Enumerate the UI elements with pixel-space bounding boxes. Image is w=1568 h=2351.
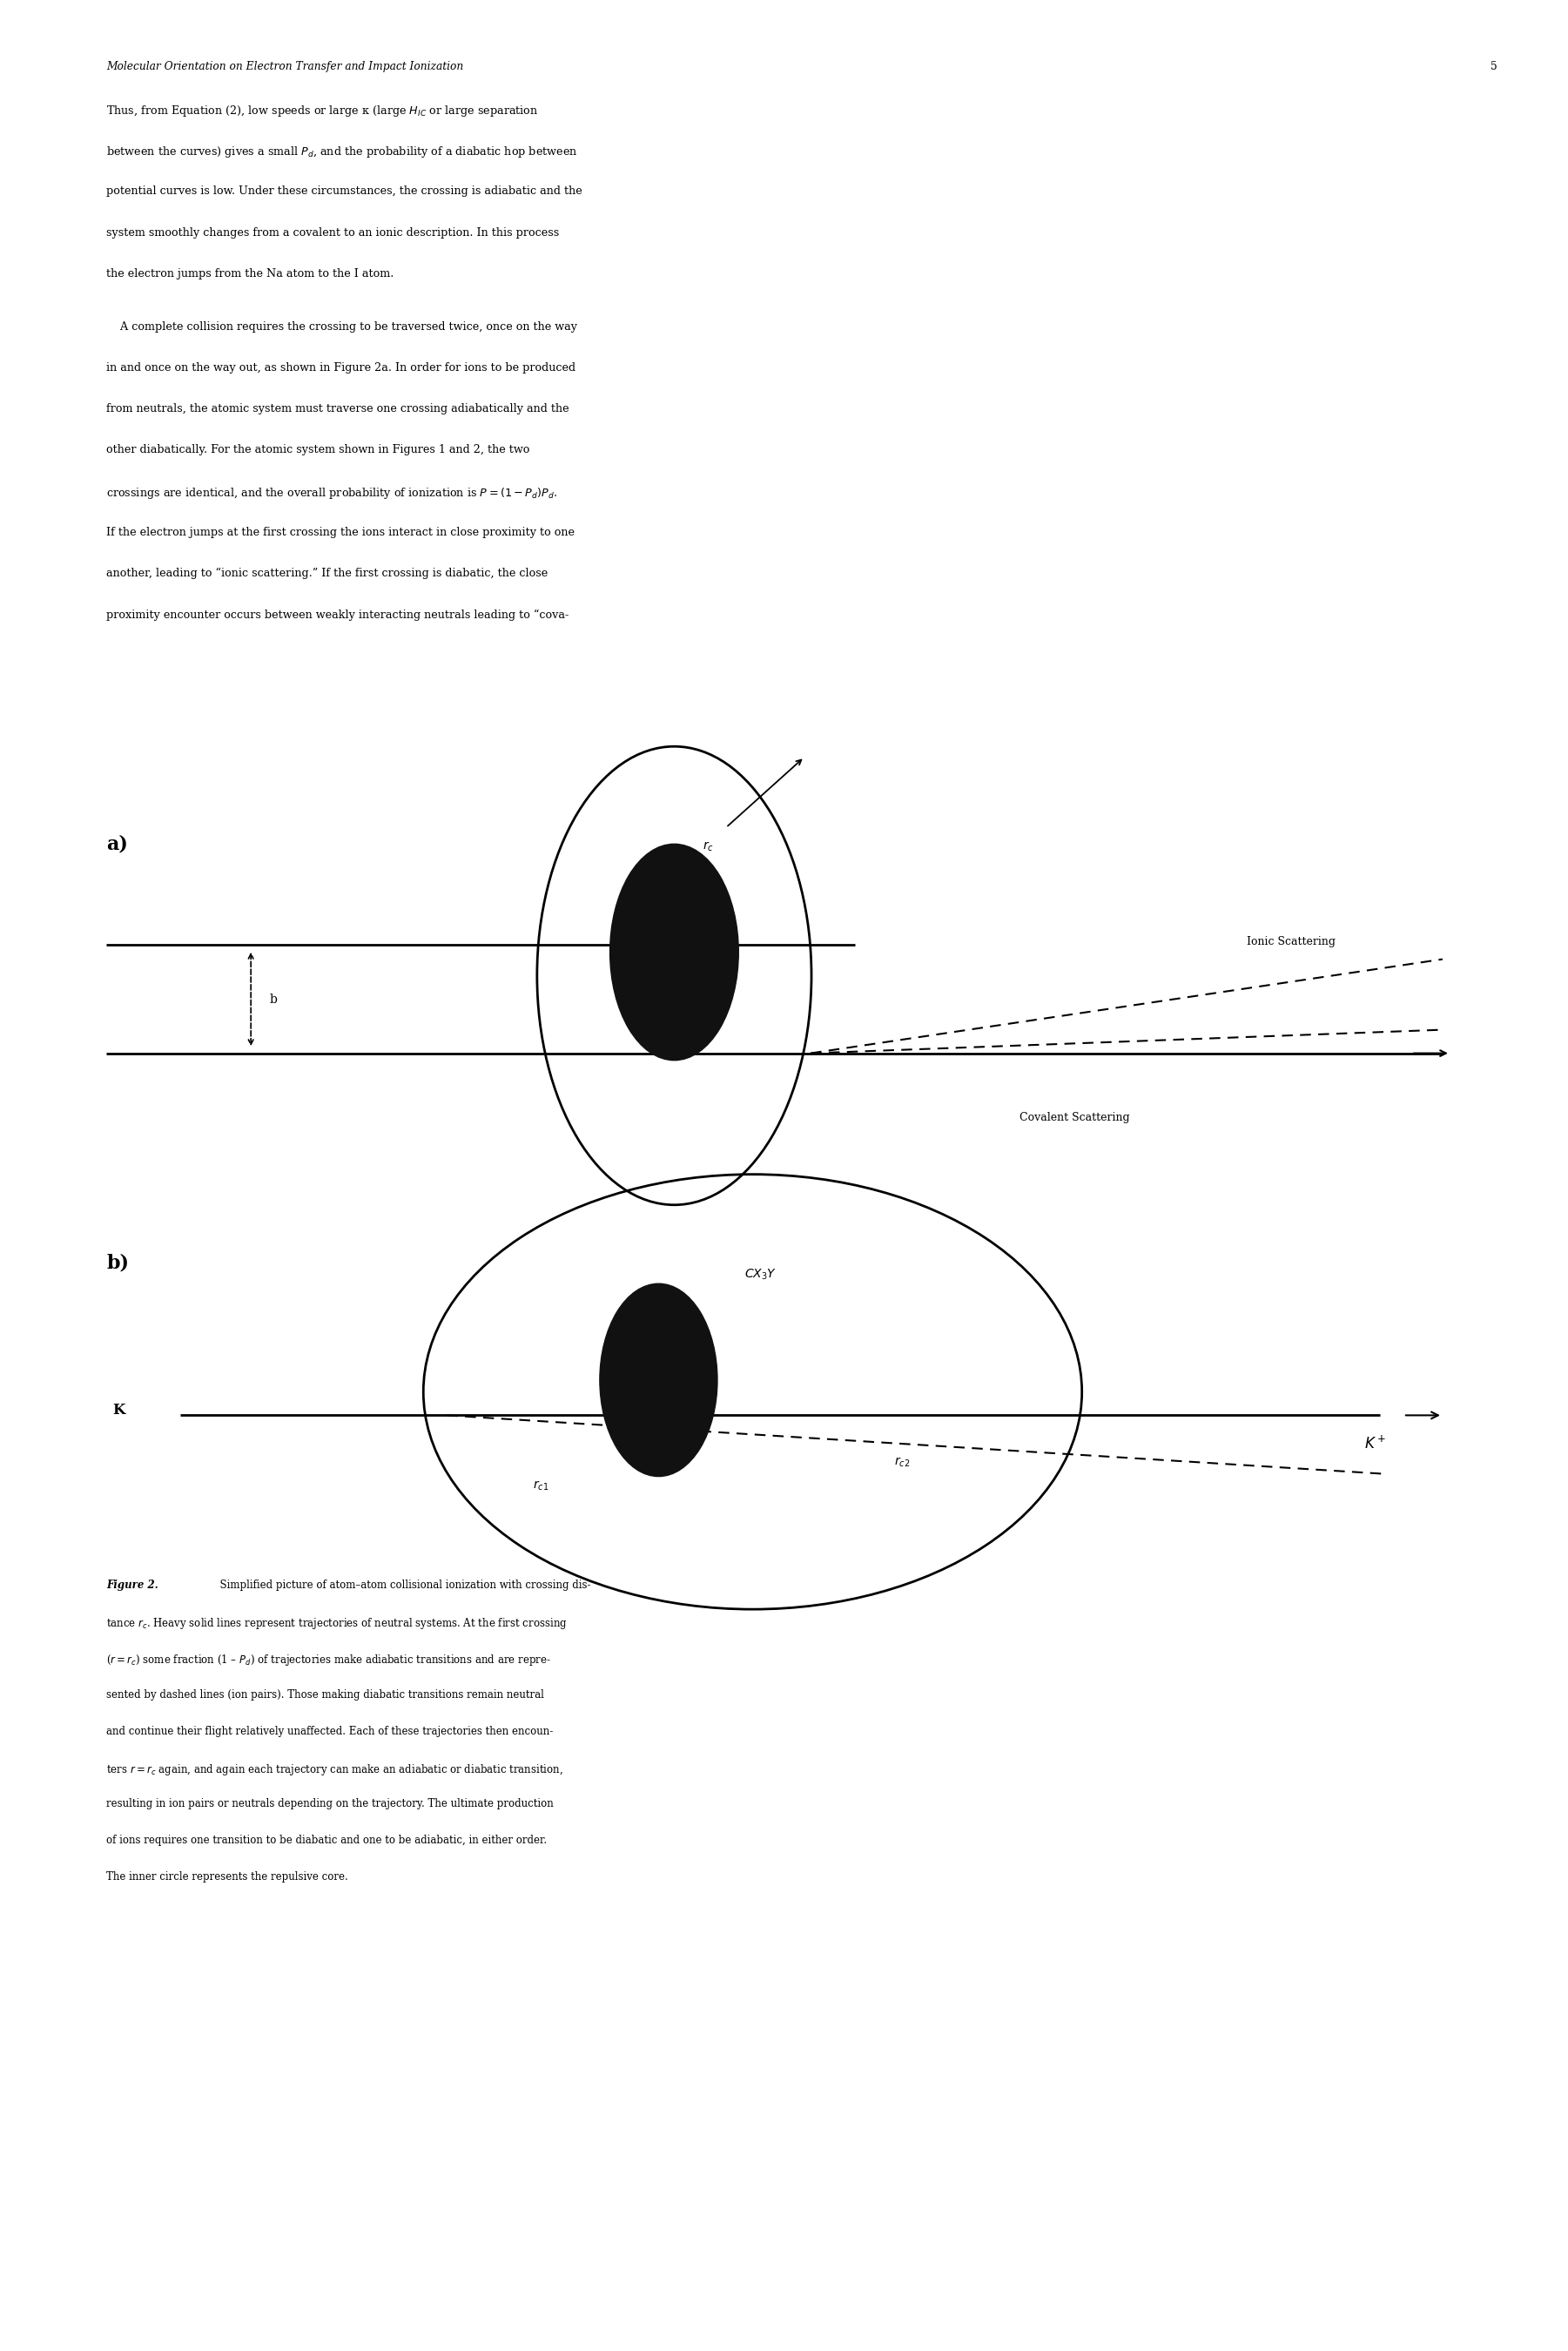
Text: Covalent Scattering: Covalent Scattering <box>1019 1112 1129 1124</box>
Text: in and once on the way out, as shown in Figure 2a. In order for ions to be produ: in and once on the way out, as shown in … <box>107 362 575 374</box>
Text: the electron jumps from the Na atom to the I atom.: the electron jumps from the Na atom to t… <box>107 268 394 280</box>
Text: ters $r = r_c$ again, and again each trajectory can make an adiabatic or diabati: ters $r = r_c$ again, and again each tra… <box>107 1763 563 1777</box>
Text: another, leading to “ionic scattering.” If the first crossing is diabatic, the c: another, leading to “ionic scattering.” … <box>107 567 549 578</box>
Text: other diabatically. For the atomic system shown in Figures 1 and 2, the two: other diabatically. For the atomic syste… <box>107 444 530 456</box>
Text: of ions requires one transition to be diabatic and one to be adiabatic, in eithe: of ions requires one transition to be di… <box>107 1834 547 1846</box>
Text: system smoothly changes from a covalent to an ionic description. In this process: system smoothly changes from a covalent … <box>107 226 560 237</box>
Text: $r_{c1}$: $r_{c1}$ <box>533 1479 549 1493</box>
Ellipse shape <box>601 1284 718 1476</box>
Text: 5: 5 <box>1491 61 1497 73</box>
Text: If the electron jumps at the first crossing the ions interact in close proximity: If the electron jumps at the first cross… <box>107 527 575 538</box>
Ellipse shape <box>610 844 739 1060</box>
Text: sented by dashed lines (ion pairs). Those making diabatic transitions remain neu: sented by dashed lines (ion pairs). Thos… <box>107 1688 544 1700</box>
Text: Figure 2.: Figure 2. <box>107 1580 158 1592</box>
Text: Ionic Scattering: Ionic Scattering <box>1247 936 1336 947</box>
Text: potential curves is low. Under these circumstances, the crossing is adiabatic an: potential curves is low. Under these cir… <box>107 186 583 197</box>
Text: $r_c$: $r_c$ <box>702 839 713 853</box>
Text: b): b) <box>107 1253 129 1272</box>
Text: Molecular Orientation on Electron Transfer and Impact Ionization: Molecular Orientation on Electron Transf… <box>107 61 464 73</box>
Text: $r_{c2}$: $r_{c2}$ <box>894 1455 909 1469</box>
Text: ($r = r_c$) some fraction (1 – $P_d$) of trajectories make adiabatic transitions: ($r = r_c$) some fraction (1 – $P_d$) of… <box>107 1653 552 1667</box>
Text: Thus, from Equation (2), low speeds or large κ (large $H_{IC}$ or large separati: Thus, from Equation (2), low speeds or l… <box>107 103 539 118</box>
Text: K: K <box>113 1404 125 1418</box>
Text: $CX_3Y$: $CX_3Y$ <box>745 1267 778 1281</box>
Text: tance $r_c$. Heavy solid lines represent trajectories of neutral systems. At the: tance $r_c$. Heavy solid lines represent… <box>107 1617 568 1632</box>
Text: crossings are identical, and the overall probability of ionization is $P = (1 - : crossings are identical, and the overall… <box>107 484 558 501</box>
Text: a): a) <box>107 835 129 853</box>
Text: and continue their flight relatively unaffected. Each of these trajectories then: and continue their flight relatively una… <box>107 1726 554 1737</box>
Text: $K^+$: $K^+$ <box>1364 1434 1386 1453</box>
Text: b: b <box>270 992 278 1006</box>
Text: between the curves) gives a small $P_d$, and the probability of a diabatic hop b: between the curves) gives a small $P_d$,… <box>107 146 579 160</box>
Text: proximity encounter occurs between weakly interacting neutrals leading to “cova-: proximity encounter occurs between weakl… <box>107 609 569 621</box>
Text: Simplified picture of atom–atom collisional ionization with crossing dis-: Simplified picture of atom–atom collisio… <box>213 1580 591 1592</box>
Text: A complete collision requires the crossing to be traversed twice, once on the wa: A complete collision requires the crossi… <box>107 320 577 331</box>
Text: resulting in ion pairs or neutrals depending on the trajectory. The ultimate pro: resulting in ion pairs or neutrals depen… <box>107 1799 554 1810</box>
Text: from neutrals, the atomic system must traverse one crossing adiabatically and th: from neutrals, the atomic system must tr… <box>107 402 569 414</box>
Text: The inner circle represents the repulsive core.: The inner circle represents the repulsiv… <box>107 1871 348 1883</box>
